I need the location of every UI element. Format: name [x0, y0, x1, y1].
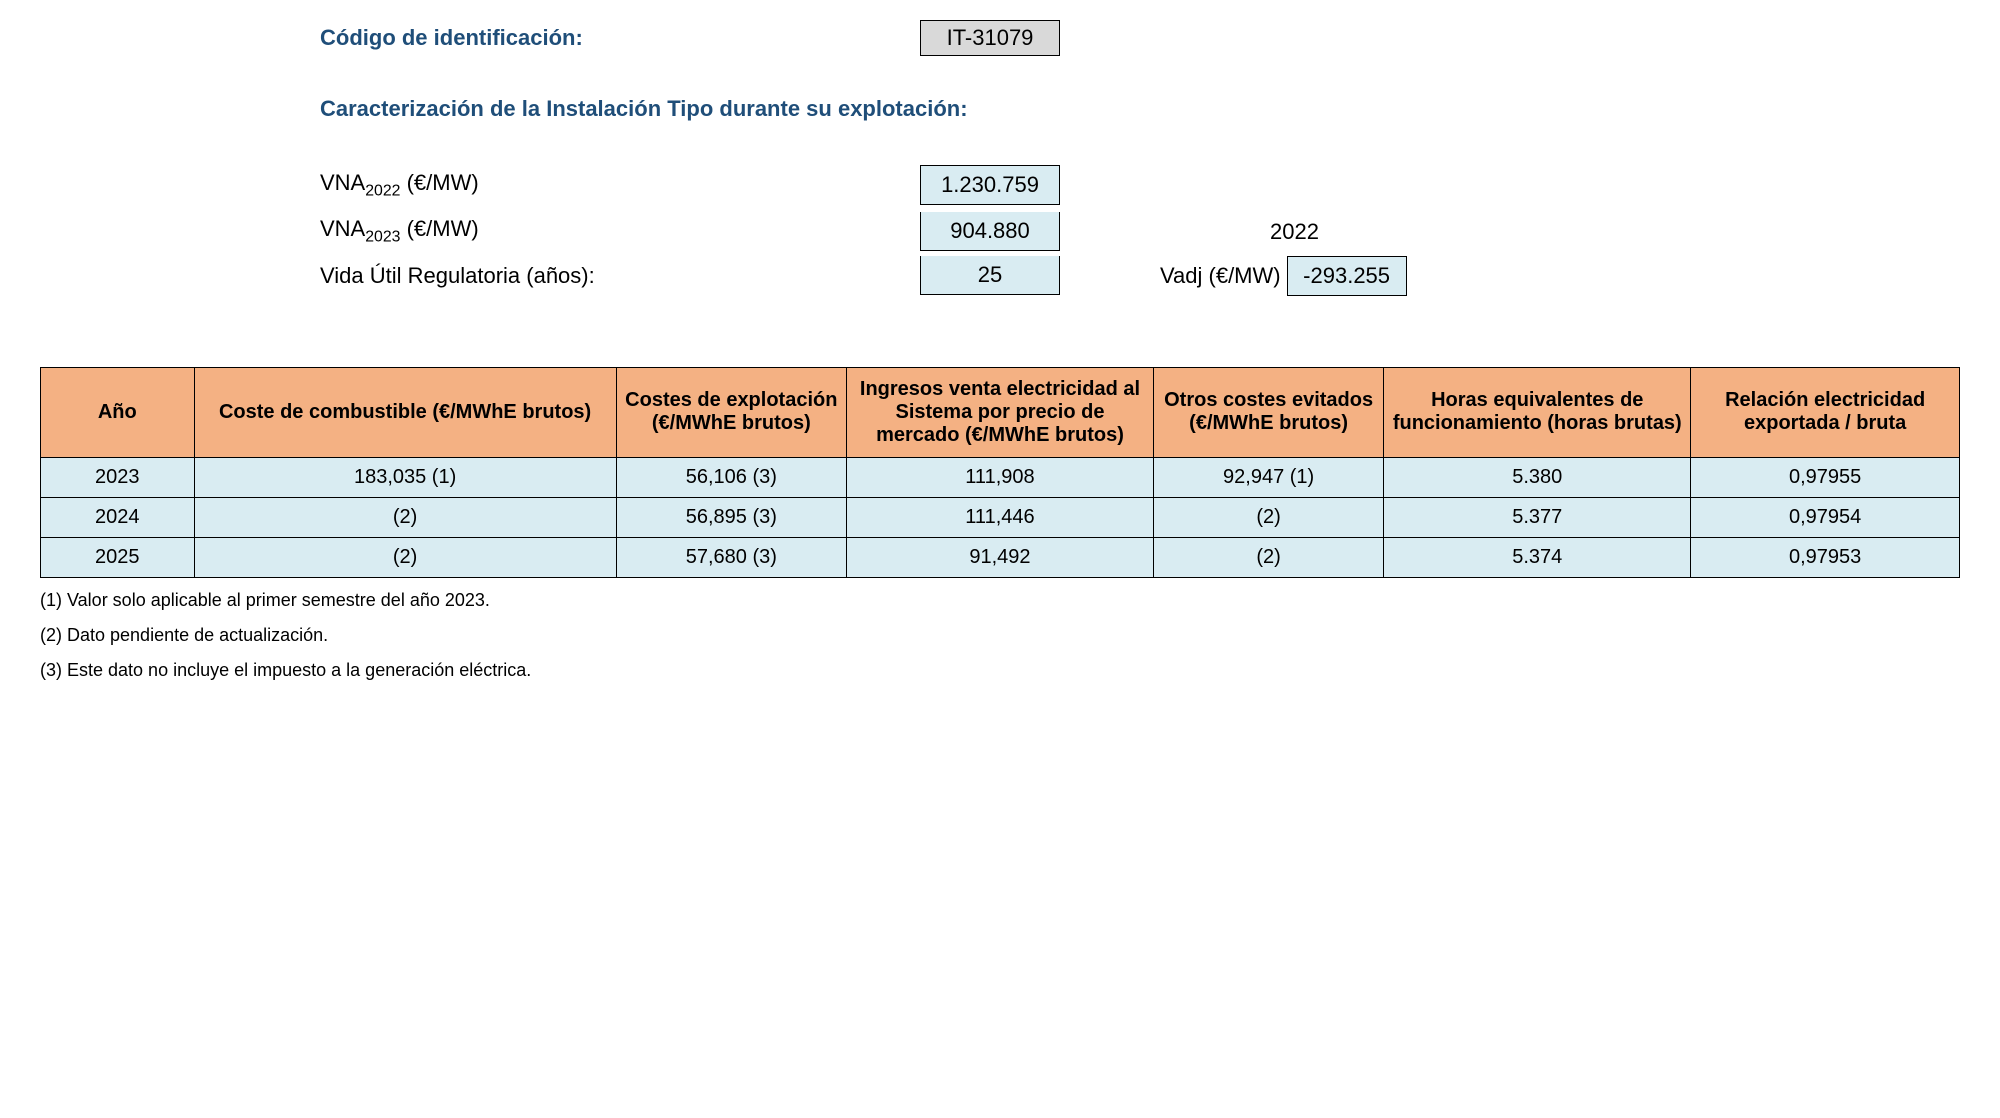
th-year: Año	[41, 367, 195, 457]
vna2022-label: VNA2022 (€/MW)	[320, 162, 920, 208]
id-value-box: IT-31079	[920, 20, 1060, 56]
th-income: Ingresos venta electricidad al Sistema p…	[846, 367, 1153, 457]
footnote-1: (1) Valor solo aplicable al primer semes…	[40, 590, 1960, 611]
cell-exp: 56,895 (3)	[616, 497, 846, 537]
cell-hours: 5.377	[1384, 497, 1691, 537]
subtitle: Caracterización de la Instalación Tipo d…	[320, 96, 1960, 122]
cell-year: 2023	[41, 457, 195, 497]
vna2023-pre: VNA	[320, 216, 365, 241]
cell-income: 91,492	[846, 537, 1153, 577]
th-hours: Horas equivalentes de funcionamiento (ho…	[1384, 367, 1691, 457]
table-row: 2025 (2) 57,680 (3) 91,492 (2) 5.374 0,9…	[41, 537, 1960, 577]
vida-label: Vida Útil Regulatoria (años):	[320, 255, 920, 297]
vna2022-row: VNA2022 (€/MW) 1.230.759	[320, 162, 1960, 208]
vna2023-post: (€/MW)	[400, 216, 478, 241]
cell-hours: 5.374	[1384, 537, 1691, 577]
cell-year: 2024	[41, 497, 195, 537]
th-fuel: Coste de combustible (€/MWhE brutos)	[194, 367, 616, 457]
vna2022-pre: VNA	[320, 170, 365, 195]
th-other: Otros costes evitados (€/MWhE brutos)	[1153, 367, 1383, 457]
footnotes: (1) Valor solo aplicable al primer semes…	[40, 590, 1960, 681]
year-ref: 2022	[1270, 219, 1319, 245]
cell-ratio: 0,97955	[1691, 457, 1960, 497]
th-exp: Costes de explotación (€/MWhE brutos)	[616, 367, 846, 457]
footnote-3: (3) Este dato no incluye el impuesto a l…	[40, 660, 1960, 681]
vadj-value: -293.255	[1287, 256, 1407, 296]
id-label: Código de identificación:	[320, 25, 920, 51]
cell-exp: 56,106 (3)	[616, 457, 846, 497]
header-section: Código de identificación: IT-31079 Carac…	[320, 20, 1960, 122]
cell-year: 2025	[41, 537, 195, 577]
id-row: Código de identificación: IT-31079	[320, 20, 1960, 56]
vida-value: 25	[920, 256, 1060, 295]
vna2023-sub: 2023	[365, 229, 400, 246]
cell-income: 111,446	[846, 497, 1153, 537]
table-body: 2023 183,035 (1) 56,106 (3) 111,908 92,9…	[41, 457, 1960, 577]
cell-ratio: 0,97954	[1691, 497, 1960, 537]
data-table: Año Coste de combustible (€/MWhE brutos)…	[40, 367, 1960, 578]
vna2023-row: VNA2023 (€/MW) 904.880 2022	[320, 208, 1960, 254]
cell-income: 111,908	[846, 457, 1153, 497]
vida-row: Vida Útil Regulatoria (años): 25 Vadj (€…	[320, 255, 1960, 297]
vna2023-label: VNA2023 (€/MW)	[320, 208, 920, 254]
param-section: VNA2022 (€/MW) 1.230.759 VNA2023 (€/MW) …	[320, 162, 1960, 297]
th-ratio: Relación electricidad exportada / bruta	[1691, 367, 1960, 457]
table-header: Año Coste de combustible (€/MWhE brutos)…	[41, 367, 1960, 457]
vna2022-value: 1.230.759	[920, 165, 1060, 205]
vna2022-sub: 2022	[365, 182, 400, 199]
table-row: 2024 (2) 56,895 (3) 111,446 (2) 5.377 0,…	[41, 497, 1960, 537]
table-header-row: Año Coste de combustible (€/MWhE brutos)…	[41, 367, 1960, 457]
cell-fuel: (2)	[194, 497, 616, 537]
cell-fuel: 183,035 (1)	[194, 457, 616, 497]
footnote-2: (2) Dato pendiente de actualización.	[40, 625, 1960, 646]
vna2023-value: 904.880	[920, 212, 1060, 251]
vadj-label: Vadj (€/MW)	[1160, 263, 1281, 289]
vna2022-post: (€/MW)	[400, 170, 478, 195]
cell-ratio: 0,97953	[1691, 537, 1960, 577]
cell-other: (2)	[1153, 537, 1383, 577]
cell-fuel: (2)	[194, 537, 616, 577]
cell-other: (2)	[1153, 497, 1383, 537]
table-row: 2023 183,035 (1) 56,106 (3) 111,908 92,9…	[41, 457, 1960, 497]
cell-hours: 5.380	[1384, 457, 1691, 497]
cell-exp: 57,680 (3)	[616, 537, 846, 577]
cell-other: 92,947 (1)	[1153, 457, 1383, 497]
